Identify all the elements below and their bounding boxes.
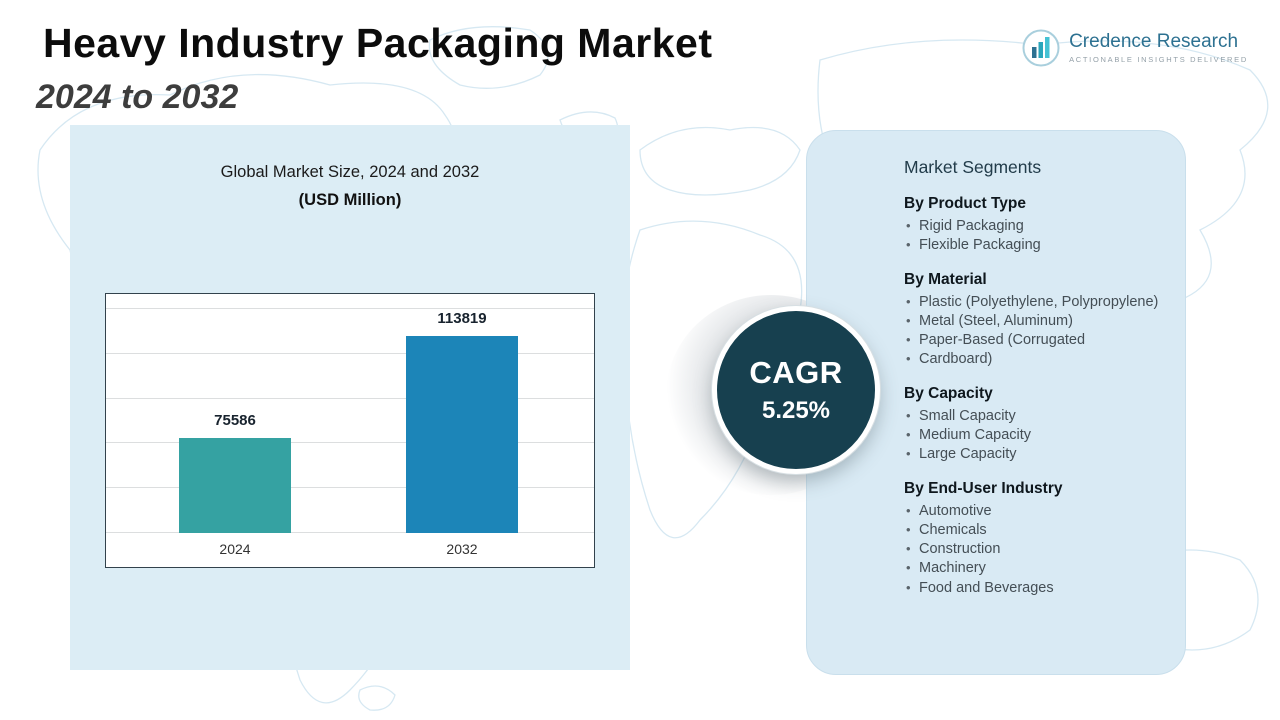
cagr-value: 5.25% bbox=[761, 397, 831, 424]
segment-item: Medium Capacity bbox=[904, 426, 1161, 445]
segment-item: Large Capacity bbox=[904, 445, 1161, 464]
segment-item: Metal (Steel, Aluminum) bbox=[904, 312, 1161, 331]
segment-item: Automotive bbox=[904, 502, 1161, 521]
bar-2024-value: 75586 bbox=[214, 412, 256, 429]
segment-item: Chemicals bbox=[904, 521, 1161, 540]
page-subtitle: 2024 to 2032 bbox=[36, 78, 239, 116]
x-label-2032: 2032 bbox=[446, 541, 478, 557]
segments-title: Market Segments bbox=[904, 157, 1042, 177]
cagr-badge: CAGR 5.25% bbox=[712, 306, 880, 474]
bar-2024: 75586 bbox=[179, 412, 291, 533]
segment-item: Paper-Based (Corrugated bbox=[904, 331, 1161, 350]
segment-item: Cardboard) bbox=[904, 350, 1161, 369]
chart-gridlines bbox=[106, 308, 594, 533]
segment-item: Plastic (Polyethylene, Polypropylene) bbox=[904, 293, 1161, 312]
chart-title: Global Market Size, 2024 and 2032 bbox=[220, 163, 480, 181]
bar-2032-value: 113819 bbox=[437, 310, 487, 327]
logo-tagline: Actionable Insights Delivered bbox=[1069, 54, 1248, 64]
page-title: Heavy Industry Packaging Market bbox=[43, 20, 713, 66]
segment-item: Small Capacity bbox=[904, 407, 1161, 426]
segment-heading: By Material bbox=[904, 270, 987, 288]
logo-chart-icon bbox=[1022, 29, 1060, 67]
segment-group-capacity: By Capacity Small Capacity Medium Capaci… bbox=[904, 385, 1161, 465]
x-label-2024: 2024 bbox=[219, 541, 251, 557]
x-axis-labels: 2024 2032 bbox=[106, 541, 594, 559]
chart-units-label: (USD Million) bbox=[298, 191, 402, 209]
segment-item: Machinery bbox=[904, 559, 1161, 578]
segment-item: Rigid Packaging bbox=[904, 217, 1161, 236]
segment-item: Flexible Packaging bbox=[904, 236, 1161, 255]
bar-2032: 113819 bbox=[406, 310, 518, 533]
segment-heading: By Product Type bbox=[904, 195, 1027, 212]
segment-group-material: By Material Plastic (Polyethylene, Polyp… bbox=[904, 271, 1161, 370]
logo-name: Credence Research bbox=[1069, 31, 1239, 53]
market-size-panel: Global Market Size, 2024 and 2032 (USD M… bbox=[70, 125, 630, 670]
bar-plot: 75586 113819 bbox=[106, 308, 594, 533]
cagr-label: CAGR bbox=[749, 355, 843, 390]
credence-research-logo: Credence Research Actionable Insights De… bbox=[1021, 28, 1248, 68]
segment-heading: By Capacity bbox=[904, 384, 993, 402]
segment-heading: By End-User Industry bbox=[904, 479, 1063, 497]
segment-group-product-type: By Product Type Rigid Packaging Flexible… bbox=[904, 195, 1161, 256]
segment-item: Food and Beverages bbox=[904, 579, 1161, 598]
bar-chart: 75586 113819 2024 2032 bbox=[105, 293, 595, 568]
segment-item: Construction bbox=[904, 540, 1161, 559]
segment-group-end-user: By End-User Industry Automotive Chemical… bbox=[904, 480, 1161, 598]
